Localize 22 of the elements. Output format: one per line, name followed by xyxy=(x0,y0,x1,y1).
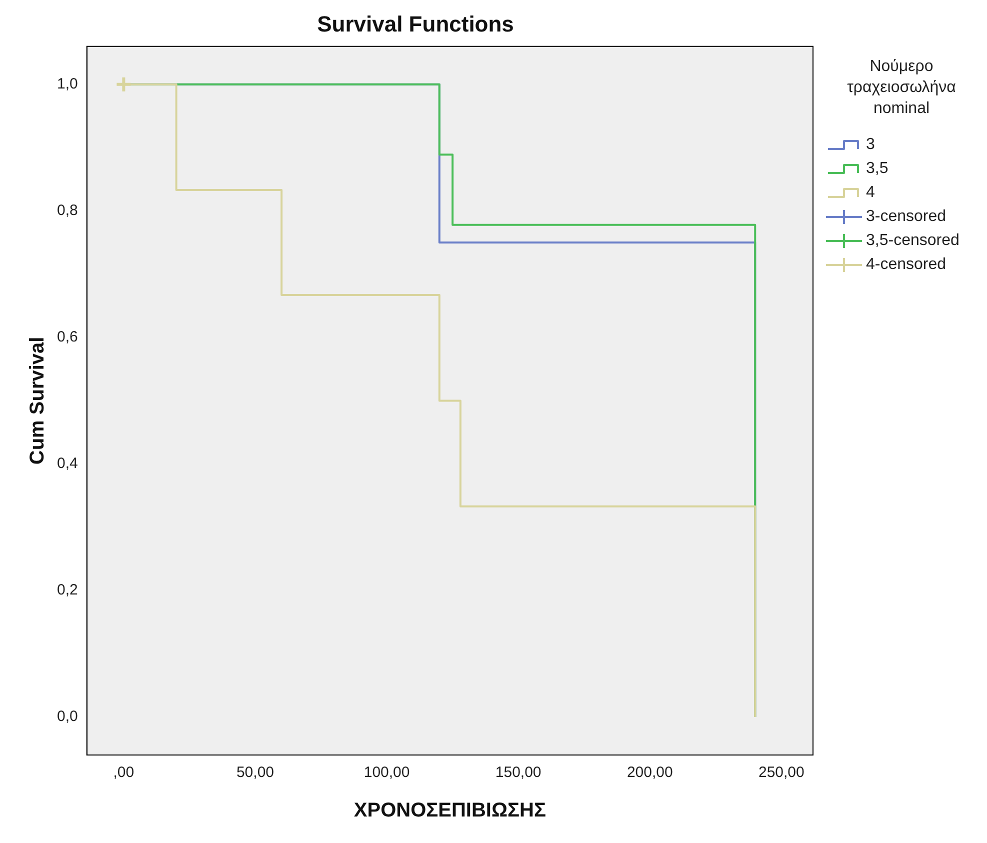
legend-title: Νούμερο τραχειοσωλήνα nominal xyxy=(846,57,957,119)
y-tick-label: 0,4 xyxy=(56,455,78,472)
x-axis-title: ΧΡΟΝΟΣΕΠΙΒΙΩΣΗΣ xyxy=(354,800,546,822)
y-tick-label: 0,8 xyxy=(56,202,78,220)
legend-label: 3 xyxy=(866,136,875,154)
legend-label: 3-censored xyxy=(866,208,946,226)
x-tick-label: 150,00 xyxy=(495,764,542,782)
y-tick-label: 0,6 xyxy=(56,328,78,346)
x-tick-label: 250,00 xyxy=(758,764,804,782)
y-axis-title: Cum Survival xyxy=(26,336,49,465)
x-tick-label: ,00 xyxy=(113,764,134,782)
y-tick-label: 0,0 xyxy=(56,708,78,726)
legend-label: 3,5-censored xyxy=(866,232,960,250)
legend-label: 3,5 xyxy=(866,160,888,178)
x-tick-label: 100,00 xyxy=(364,764,410,782)
y-tick-label: 1,0 xyxy=(56,76,78,92)
legend-label: 4 xyxy=(866,184,875,202)
x-tick-label: 200,00 xyxy=(626,764,673,782)
x-tick-label: 50,00 xyxy=(236,764,274,782)
chart-title: Survival Functions xyxy=(317,11,514,36)
legend-label: 4-censored xyxy=(866,256,946,274)
y-tick-label: 0,2 xyxy=(56,582,78,599)
